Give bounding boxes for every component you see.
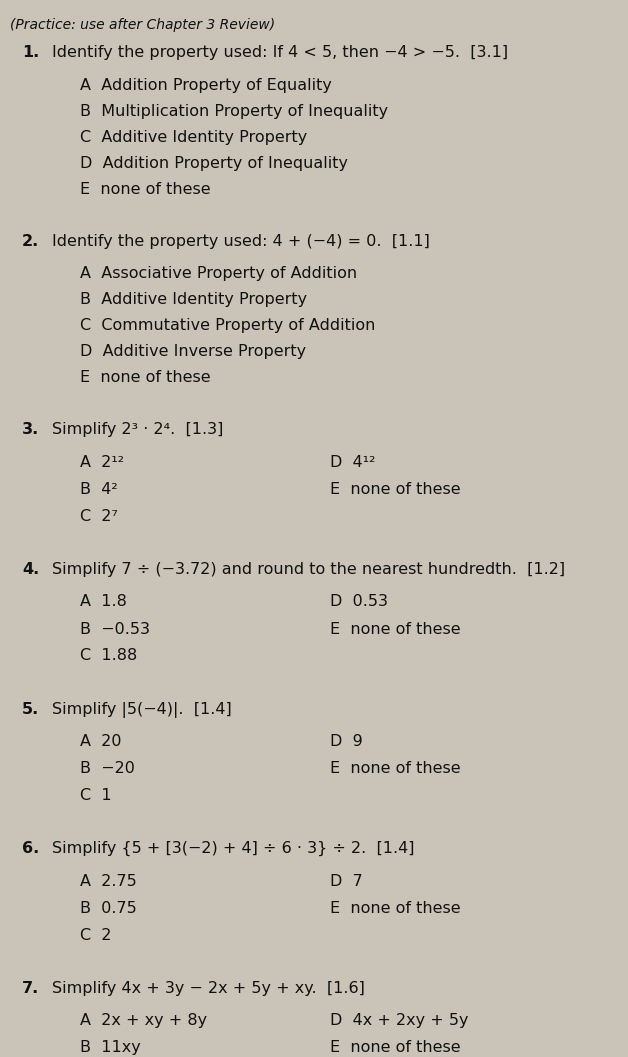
Text: Identify the property used: 4 + (−4) = 0.  [1.1]: Identify the property used: 4 + (−4) = 0…	[52, 234, 430, 248]
Text: A  Addition Property of Equality: A Addition Property of Equality	[80, 78, 332, 93]
Text: Simplify 2³ · 2⁴.  [1.3]: Simplify 2³ · 2⁴. [1.3]	[52, 423, 224, 438]
Text: 3.: 3.	[22, 423, 39, 438]
Text: D  4¹²: D 4¹²	[330, 455, 376, 470]
Text: B  −0.53: B −0.53	[80, 622, 150, 636]
Text: E  none of these: E none of these	[330, 901, 460, 915]
Text: D  Addition Property of Inequality: D Addition Property of Inequality	[80, 155, 348, 171]
Text: A  2.75: A 2.75	[80, 873, 137, 889]
Text: A  2¹²: A 2¹²	[80, 455, 124, 470]
Text: 5.: 5.	[22, 702, 39, 717]
Text: C  Additive Identity Property: C Additive Identity Property	[80, 130, 307, 145]
Text: E  none of these: E none of these	[330, 761, 460, 776]
Text: Simplify 7 ÷ (−3.72) and round to the nearest hundredth.  [1.2]: Simplify 7 ÷ (−3.72) and round to the ne…	[52, 562, 565, 577]
Text: A  Associative Property of Addition: A Associative Property of Addition	[80, 266, 357, 281]
Text: D  7: D 7	[330, 873, 363, 889]
Text: B  11xy: B 11xy	[80, 1040, 141, 1055]
Text: E  none of these: E none of these	[80, 370, 210, 386]
Text: (Practice: use after Chapter 3 Review): (Practice: use after Chapter 3 Review)	[10, 18, 275, 32]
Text: D  Additive Inverse Property: D Additive Inverse Property	[80, 345, 306, 359]
Text: Simplify 4x + 3y − 2x + 5y + xy.  [1.6]: Simplify 4x + 3y − 2x + 5y + xy. [1.6]	[52, 981, 365, 996]
Text: A  20: A 20	[80, 734, 121, 749]
Text: D  9: D 9	[330, 734, 363, 749]
Text: B  −20: B −20	[80, 761, 135, 776]
Text: B  0.75: B 0.75	[80, 901, 137, 915]
Text: D  0.53: D 0.53	[330, 594, 388, 610]
Text: E  none of these: E none of these	[330, 1040, 460, 1055]
Text: Identify the property used: If 4 < 5, then −4 > −5.  [3.1]: Identify the property used: If 4 < 5, th…	[52, 45, 508, 60]
Text: 4.: 4.	[22, 562, 39, 577]
Text: C  1.88: C 1.88	[80, 649, 138, 664]
Text: D  4x + 2xy + 5y: D 4x + 2xy + 5y	[330, 1014, 468, 1028]
Text: E  none of these: E none of these	[330, 622, 460, 636]
Text: C  2⁷: C 2⁷	[80, 509, 118, 524]
Text: B  Additive Identity Property: B Additive Identity Property	[80, 293, 307, 308]
Text: E  none of these: E none of these	[330, 482, 460, 497]
Text: 7.: 7.	[22, 981, 39, 996]
Text: 1.: 1.	[22, 45, 39, 60]
Text: 2.: 2.	[22, 234, 39, 248]
Text: 6.: 6.	[22, 841, 39, 856]
Text: Simplify {5 + [3(−2) + 4] ÷ 6 · 3} ÷ 2.  [1.4]: Simplify {5 + [3(−2) + 4] ÷ 6 · 3} ÷ 2. …	[52, 841, 414, 856]
Text: C  1: C 1	[80, 789, 112, 803]
Text: C  Commutative Property of Addition: C Commutative Property of Addition	[80, 318, 376, 333]
Text: C  2: C 2	[80, 928, 112, 943]
Text: B  Multiplication Property of Inequality: B Multiplication Property of Inequality	[80, 104, 388, 118]
Text: E  none of these: E none of these	[80, 182, 210, 197]
Text: A  1.8: A 1.8	[80, 594, 127, 610]
Text: A  2x + xy + 8y: A 2x + xy + 8y	[80, 1014, 207, 1028]
Text: Simplify |5(−4)|.  [1.4]: Simplify |5(−4)|. [1.4]	[52, 702, 232, 718]
Text: B  4²: B 4²	[80, 482, 117, 497]
